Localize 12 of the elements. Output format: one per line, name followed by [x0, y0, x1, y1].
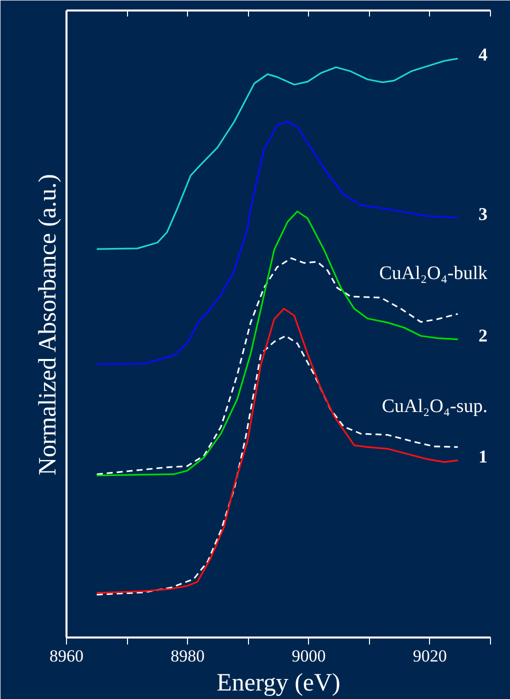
series-label: CuAl₂O₄-bulk	[379, 262, 488, 284]
series-label: 3	[478, 204, 488, 224]
x-tick-label: 8980	[170, 646, 205, 666]
series-label: 4	[478, 44, 488, 65]
x-axis-title: Energy (eV)	[216, 670, 340, 696]
x-tick-label: 8960	[50, 646, 84, 666]
y-axis-title: Normalized Absorbance (a.u.)	[34, 174, 62, 476]
series-label: CuAl₂O₄-sup.	[382, 396, 488, 418]
x-tick-label: 9020	[412, 646, 447, 666]
series-label: 1	[478, 446, 488, 466]
x-tick-label: 9000	[292, 646, 326, 666]
series-label: 2	[478, 325, 488, 346]
